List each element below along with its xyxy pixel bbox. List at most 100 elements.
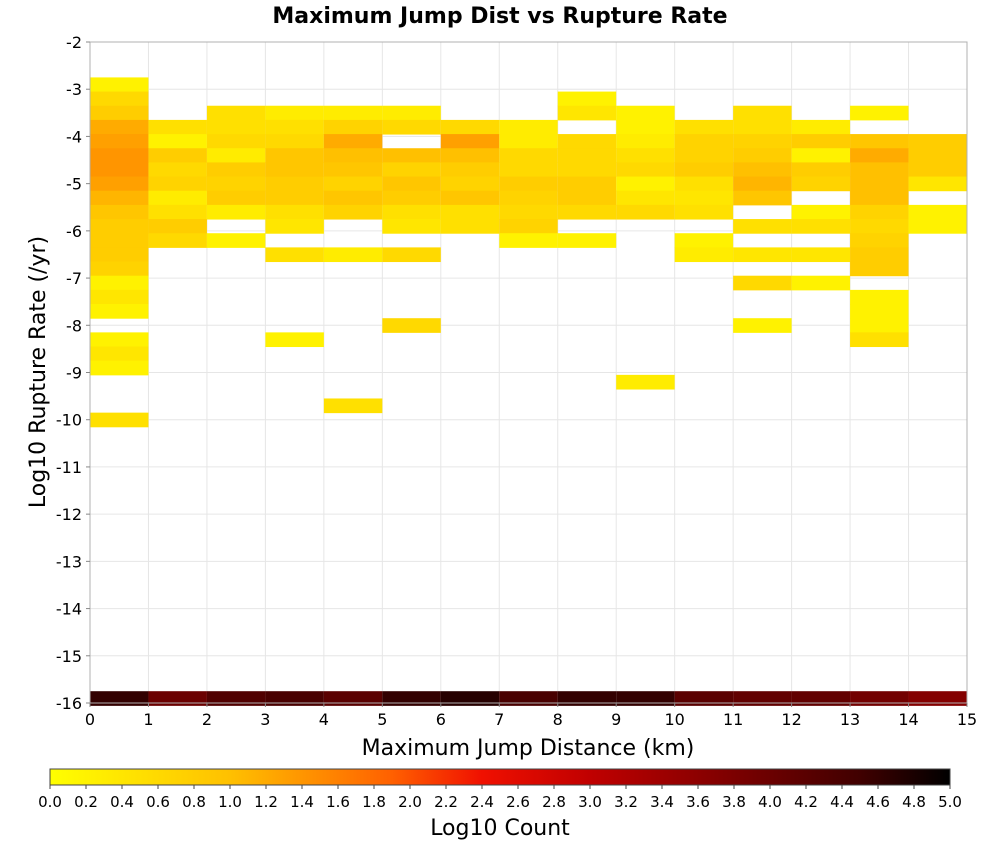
y-tick-label: -13 [56, 552, 82, 571]
heatmap-cell [90, 275, 149, 291]
heatmap-cell [791, 219, 851, 234]
heatmap-cell [90, 261, 149, 277]
heatmap-cell [557, 148, 617, 163]
heatmap-cell [148, 691, 207, 706]
heatmap-cell [557, 233, 617, 248]
heatmap-cell [265, 332, 324, 348]
heatmap-cell [148, 148, 207, 163]
heatmap-cell [850, 261, 909, 277]
heatmap-cell [90, 176, 149, 192]
heatmap-cell [850, 134, 909, 149]
heatmap-cell [265, 691, 324, 706]
heatmap-cell [733, 190, 792, 206]
heatmap-cell [206, 134, 266, 149]
heatmap-cell [148, 204, 207, 220]
heatmap-cell [323, 134, 383, 149]
heatmap-cell [323, 398, 383, 414]
colorbar-tick-label: 4.0 [758, 793, 782, 811]
x-tick-label: 15 [957, 710, 977, 729]
heatmap-cell [90, 148, 149, 163]
heatmap-cell [499, 162, 558, 178]
heatmap-cell [850, 176, 909, 192]
colorbar-tick-label: 4.6 [866, 793, 890, 811]
heatmap-cell [206, 176, 266, 192]
x-tick-label: 3 [260, 710, 270, 729]
colorbar-tick-label: 1.8 [362, 793, 386, 811]
heatmap-cell [440, 176, 500, 192]
y-tick-label: -12 [56, 505, 82, 524]
heatmap-cell [382, 691, 441, 706]
x-tick-label: 1 [143, 710, 153, 729]
heatmap-cell [382, 204, 441, 220]
heatmap-cell [206, 691, 266, 706]
heatmap-cell [440, 148, 500, 163]
heatmap-cell [499, 148, 558, 163]
heatmap-cell [908, 134, 967, 149]
x-tick-label: 8 [553, 710, 563, 729]
heatmap-cell [674, 176, 734, 192]
heatmap-cell [499, 176, 558, 192]
colorbar-tick-label: 1.4 [290, 793, 314, 811]
heatmap-cell [733, 219, 792, 234]
heatmap-cell [791, 162, 851, 178]
heatmap-cell [90, 346, 149, 362]
heatmap-cell [440, 134, 500, 149]
heatmap-cell [382, 162, 441, 178]
heatmap-cell [616, 374, 675, 390]
heatmap-cell [90, 162, 149, 178]
heatmap-cell [206, 119, 266, 135]
heatmap-cell [499, 119, 558, 135]
heatmap-cell [323, 105, 383, 121]
heatmap-cell [674, 204, 734, 220]
colorbar-tick-label: 0.2 [74, 793, 98, 811]
heatmap-cell [674, 691, 734, 706]
heatmap-cell [90, 304, 149, 319]
x-tick-label: 14 [898, 710, 918, 729]
heatmap-cell [850, 162, 909, 178]
heatmap-cell [557, 204, 617, 220]
heatmap-cell [265, 162, 324, 178]
heatmap-cell [499, 691, 558, 706]
heatmap-cell [90, 204, 149, 220]
heatmap-cell [90, 190, 149, 206]
y-axis-ticks: -2 -3 -4 -5 -6 -7 -8 -9 -10 -11 -12 -13 -14 -15 -16 [56, 33, 90, 713]
colorbar-tick-label: 0.0 [38, 793, 62, 811]
heatmap-cell [850, 289, 909, 305]
heatmap-cell [148, 119, 207, 135]
y-tick-label: -14 [56, 600, 82, 619]
heatmap-cell [148, 219, 207, 234]
y-tick-label: -5 [66, 175, 82, 194]
y-tick-label: -7 [66, 269, 82, 288]
heatmap-cell [440, 691, 500, 706]
heatmap-cell [90, 233, 149, 248]
heatmap-cell [206, 105, 266, 121]
heatmap-cell [850, 318, 909, 333]
heatmap-cell [90, 332, 149, 348]
heatmap-cell [499, 134, 558, 149]
heatmap-cell [90, 119, 149, 135]
heatmap-cell [148, 134, 207, 149]
heatmap-cell [148, 162, 207, 178]
heatmap-cell [265, 148, 324, 163]
heatmap-cell [265, 119, 324, 135]
colorbar-tick-label: 1.2 [254, 793, 278, 811]
x-tick-label: 13 [840, 710, 860, 729]
x-axis-label: Maximum Jump Distance (km) [362, 736, 695, 761]
heatmap-cell [908, 691, 967, 706]
heatmap-cell [908, 219, 967, 234]
heatmap-cell [440, 119, 500, 135]
y-tick-label: -10 [56, 411, 82, 430]
heatmap-cell [323, 162, 383, 178]
colorbar-tick-label: 4.8 [902, 793, 926, 811]
heatmap-cell [733, 275, 792, 291]
heatmap-cell [674, 247, 734, 263]
heatmap-cells [90, 77, 967, 706]
heatmap-cell [616, 691, 675, 706]
heatmap-cell [323, 176, 383, 192]
x-tick-label: 5 [377, 710, 387, 729]
heatmap-cell [90, 219, 149, 234]
heatmap-cell [90, 134, 149, 149]
heatmap-cell [323, 691, 383, 706]
heatmap-cell [733, 148, 792, 163]
heatmap-cell [674, 190, 734, 206]
